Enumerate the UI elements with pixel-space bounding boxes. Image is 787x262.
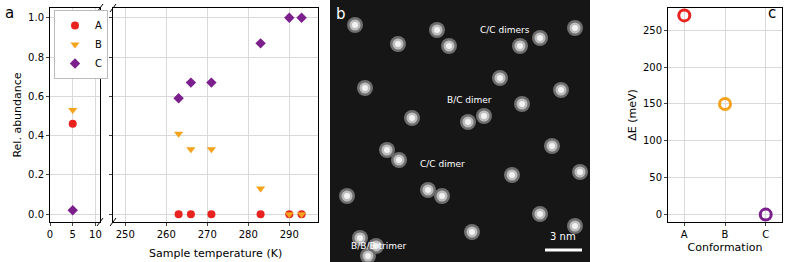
- svg-text:ΔE (meV): ΔE (meV): [626, 89, 639, 141]
- svg-text:1.0: 1.0: [28, 12, 44, 23]
- svg-text:B/B/B trimer: B/B/B trimer: [351, 241, 406, 251]
- svg-text:250: 250: [116, 229, 135, 240]
- svg-text:C: C: [762, 229, 769, 240]
- svg-text:10: 10: [89, 229, 102, 240]
- svg-text:0.0: 0.0: [28, 209, 44, 220]
- svg-text:50: 50: [649, 172, 662, 183]
- svg-text:Rel. abundance: Rel. abundance: [11, 72, 24, 157]
- svg-text:B: B: [95, 39, 102, 50]
- svg-text:C: C: [95, 58, 102, 69]
- svg-text:B/C dimer: B/C dimer: [447, 95, 492, 105]
- svg-text:b: b: [336, 5, 346, 23]
- svg-text:100: 100: [643, 135, 662, 146]
- svg-text:280: 280: [239, 229, 258, 240]
- svg-text:A: A: [95, 20, 102, 31]
- svg-text:150: 150: [643, 98, 662, 109]
- svg-text:0: 0: [656, 209, 662, 220]
- svg-text:0.2: 0.2: [28, 169, 44, 180]
- svg-text:0: 0: [47, 229, 53, 240]
- svg-text:A: A: [681, 229, 688, 240]
- svg-text:260: 260: [157, 229, 176, 240]
- svg-text:Sample temperature (K): Sample temperature (K): [149, 247, 282, 260]
- svg-text:0.8: 0.8: [28, 52, 44, 63]
- svg-text:c: c: [768, 4, 776, 22]
- svg-text:3 nm: 3 nm: [550, 231, 576, 242]
- svg-text:270: 270: [198, 229, 217, 240]
- svg-text:200: 200: [643, 62, 662, 73]
- svg-text:290: 290: [280, 229, 299, 240]
- svg-text:250: 250: [643, 25, 662, 36]
- svg-text:C/C dimer: C/C dimer: [420, 159, 465, 169]
- svg-text:Conformation: Conformation: [688, 241, 763, 254]
- svg-text:0.4: 0.4: [28, 130, 44, 141]
- svg-text:5: 5: [70, 229, 76, 240]
- svg-text:a: a: [5, 4, 14, 22]
- svg-text:C/C dimers: C/C dimers: [480, 25, 530, 35]
- svg-text:0.6: 0.6: [28, 91, 44, 102]
- svg-text:B: B: [722, 229, 729, 240]
